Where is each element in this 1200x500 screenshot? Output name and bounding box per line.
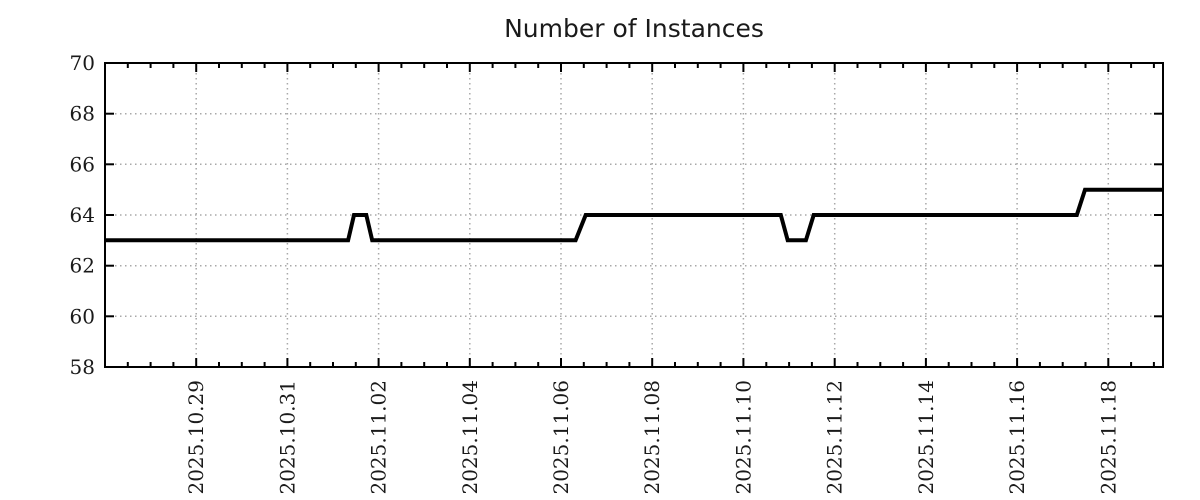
x-tick-label: 2025.11.18: [1096, 380, 1120, 495]
x-tick-label: 2025.11.02: [367, 380, 391, 495]
y-tick-label: 66: [70, 152, 95, 176]
x-tick-label: 2025.11.10: [731, 380, 755, 495]
x-tick-label: 2025.11.16: [1005, 380, 1029, 495]
y-tick-label: 62: [70, 254, 95, 278]
x-tick-label: 2025.11.04: [458, 380, 482, 495]
chart-title: Number of Instances: [504, 14, 764, 43]
y-tick-label: 60: [70, 304, 95, 328]
x-tick-label: 2025.11.08: [640, 380, 664, 495]
x-tick-label: 2025.11.12: [823, 380, 847, 495]
x-tick-label: 2025.10.31: [275, 380, 299, 495]
x-tick-label: 2025.11.06: [549, 380, 573, 495]
x-tick-label: 2025.10.29: [184, 380, 208, 495]
y-tick-label: 58: [70, 355, 95, 379]
plot-border: [104, 62, 1164, 368]
y-tick-label: 64: [70, 203, 95, 227]
y-tick-label: 70: [70, 51, 95, 75]
y-tick-label: 68: [70, 102, 95, 126]
series-line: [105, 187, 1163, 243]
x-tick-label: 2025.11.14: [914, 380, 938, 495]
